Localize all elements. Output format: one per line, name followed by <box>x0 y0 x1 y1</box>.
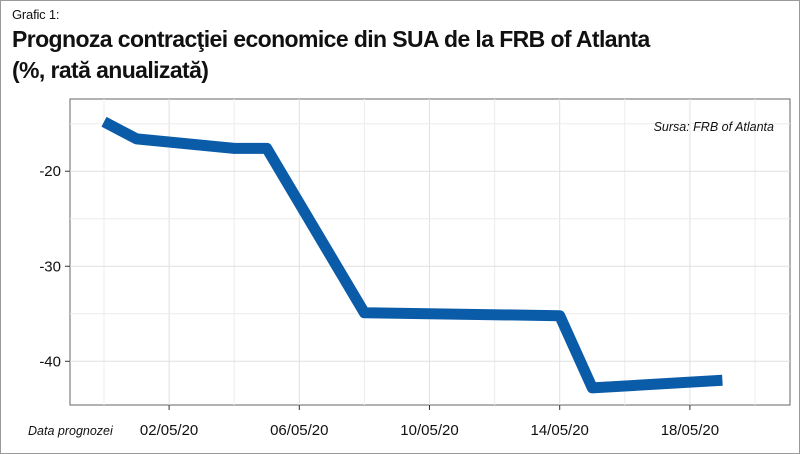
series-layer <box>101 116 723 394</box>
chart-title: Prognoza contracţiei economice din SUA d… <box>12 24 650 86</box>
chart-title-line1: Prognoza contracţiei economice din SUA d… <box>12 26 650 52</box>
grid-lines <box>70 99 790 405</box>
x-axis: 02/05/20 06/05/20 10/05/20 14/05/20 18/05/20 <box>140 405 719 439</box>
figure-number: Grafic 1: <box>12 7 60 22</box>
series-line <box>101 116 723 394</box>
y-tick-label: -40 <box>39 353 61 370</box>
x-axis-title: Data prognozei <box>28 424 114 438</box>
x-tick-label: 10/05/20 <box>400 422 458 439</box>
x-tick-label: 06/05/20 <box>270 422 328 439</box>
x-tick-label: 18/05/20 <box>661 422 719 439</box>
y-tick-label: -20 <box>39 163 61 180</box>
x-tick-label: 14/05/20 <box>531 422 589 439</box>
y-axis: -20 -30 -40 <box>39 163 70 370</box>
x-tick-label: 02/05/20 <box>140 422 198 439</box>
y-tick-label: -30 <box>39 258 61 275</box>
source-note: Sursa: FRB of Atlanta <box>654 120 774 134</box>
chart-subtitle: (%, rată anualizată) <box>12 57 209 83</box>
